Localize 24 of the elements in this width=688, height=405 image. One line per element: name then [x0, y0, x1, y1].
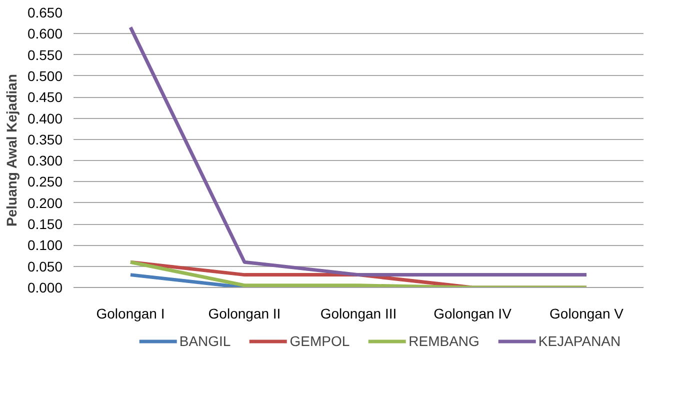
x-tick-label: Golongan V: [550, 306, 624, 322]
x-tick-label: Golongan IV: [434, 306, 512, 322]
y-tick-label: 0.100: [27, 237, 63, 254]
legend-label: BANGIL: [179, 333, 231, 349]
y-tick-label: 0.600: [27, 26, 63, 42]
x-tick-label: Golongan I: [96, 306, 165, 322]
y-tick-label: 0.000: [27, 280, 63, 296]
y-axis-title: Peluang Awal Kejadian: [3, 74, 20, 227]
x-tick-label: Golongan II: [208, 306, 281, 322]
y-tick-label: 0.200: [27, 194, 63, 211]
y-tick-label: 0.300: [27, 152, 63, 169]
y-tick-label: 0.450: [27, 89, 63, 106]
y-tick-label: 0.150: [27, 216, 63, 232]
y-tick-label: 0.250: [27, 174, 63, 190]
y-tick-label: 0.050: [27, 258, 63, 274]
legend-label: GEMPOL: [290, 333, 350, 349]
y-tick-label: 0.500: [27, 68, 63, 84]
y-tick-label: 0.350: [27, 131, 63, 148]
y-tick-label: 0.550: [27, 46, 63, 63]
x-tick-label: Golongan III: [320, 306, 397, 322]
y-tick-label: 0.400: [27, 110, 63, 126]
y-tick-label: 0.650: [27, 4, 63, 20]
legend-label: KEJAPANAN: [538, 333, 621, 349]
legend-label: REMBANG: [408, 333, 480, 349]
